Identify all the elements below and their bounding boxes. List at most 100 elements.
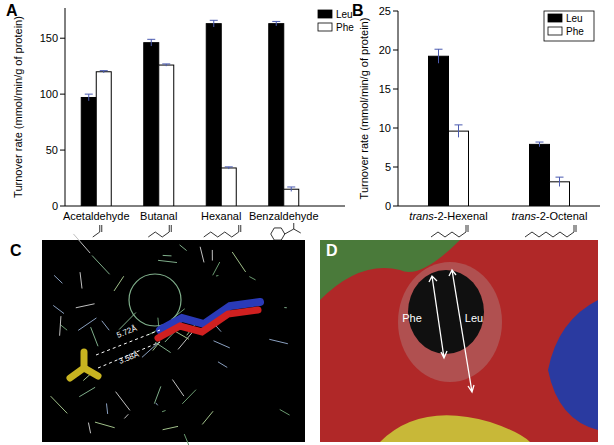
bond	[172, 380, 183, 397]
error-bar	[272, 21, 280, 25]
bond	[180, 245, 187, 251]
y-tick-label: 5	[385, 161, 391, 173]
ring	[129, 274, 181, 326]
y-tick	[60, 94, 65, 95]
legend-label: Phe	[566, 26, 584, 37]
error-bar	[287, 187, 295, 191]
bond	[95, 422, 115, 428]
y-tick-label: 0	[385, 200, 391, 212]
y-tick-label: 100	[40, 88, 58, 100]
bond	[53, 305, 64, 313]
legend-swatch	[548, 27, 562, 35]
bond	[102, 321, 109, 330]
y-tick	[60, 38, 65, 39]
bond	[154, 386, 160, 403]
error-bar	[210, 20, 218, 27]
label-part: trans	[512, 210, 537, 222]
structure	[148, 225, 171, 237]
bond	[106, 403, 107, 414]
bond	[163, 426, 178, 429]
y-tick	[60, 150, 65, 151]
y-tick-label: 10	[379, 122, 391, 134]
bond	[78, 318, 96, 330]
plot-area	[81, 20, 299, 206]
bond	[73, 234, 90, 253]
label-part: -2-Hexenal	[434, 210, 488, 222]
y-tick	[393, 128, 398, 129]
error-bar	[100, 71, 108, 73]
surface	[380, 415, 530, 442]
arrow	[429, 276, 447, 358]
y-tick	[393, 11, 398, 12]
bond	[80, 272, 82, 288]
distance-line	[98, 342, 160, 368]
legend-swatch	[318, 23, 332, 31]
bond	[114, 276, 124, 291]
panel-d: DPheLeu	[320, 240, 598, 442]
bar	[269, 24, 284, 206]
y-axis-label: Turnover rate (mmol/min/g of protein)	[12, 16, 24, 198]
bond	[200, 247, 204, 263]
bond	[79, 387, 95, 396]
error-bar	[536, 142, 544, 147]
image-background	[320, 240, 598, 442]
bond	[91, 327, 98, 346]
bond	[124, 414, 128, 418]
bond	[214, 341, 230, 348]
bond	[60, 324, 67, 330]
bar-chart: BTurnover rate (mmol/min/g of protein)05…	[352, 2, 600, 237]
bar	[159, 65, 174, 206]
structure	[204, 225, 241, 237]
bond	[182, 390, 196, 404]
y-tick	[393, 50, 398, 51]
panel-label: C	[10, 242, 22, 259]
residue	[70, 352, 98, 378]
y-tick-label: 15	[379, 83, 391, 95]
bond	[212, 250, 213, 261]
label-part: trans	[409, 210, 434, 222]
annotation: Leu	[465, 312, 483, 324]
x-tick-label: Butanal	[140, 210, 177, 222]
y-tick-label: 150	[40, 32, 58, 44]
y-axis	[65, 8, 66, 206]
legend-swatch	[548, 14, 562, 22]
x-tick-label: trans-2-Hexenal	[409, 210, 487, 222]
bond	[51, 396, 68, 413]
structure	[431, 225, 468, 237]
y-tick	[393, 206, 398, 207]
error-bar	[435, 49, 443, 63]
y-tick-label: 20	[379, 44, 391, 56]
bond	[76, 304, 95, 308]
bar	[429, 56, 449, 206]
bond	[142, 342, 159, 357]
bond	[153, 342, 160, 351]
bond	[213, 262, 220, 275]
error-bar	[556, 177, 564, 186]
bond	[88, 423, 90, 434]
y-tick	[60, 206, 65, 207]
panel-label: D	[326, 242, 338, 259]
label-part: -2-Octenal	[536, 210, 587, 222]
bar	[449, 131, 469, 206]
bond	[156, 403, 158, 405]
y-tick-label: 0	[52, 200, 58, 212]
y-axis	[398, 11, 399, 206]
y-tick	[393, 89, 398, 90]
bar	[221, 168, 236, 206]
bar	[144, 43, 159, 206]
bond	[280, 409, 290, 415]
structure	[285, 223, 301, 234]
error-bar	[85, 94, 93, 101]
y-tick-label: 25	[379, 5, 391, 17]
bond	[218, 362, 227, 368]
bond	[158, 260, 177, 262]
bond	[184, 434, 189, 445]
pocket-rim	[398, 262, 502, 382]
bond	[269, 339, 288, 343]
bond	[60, 316, 61, 336]
y-tick-label: 50	[46, 144, 58, 156]
x-tick-label: Benzaldehyde	[249, 210, 319, 222]
distance-label: 5.72Å	[115, 323, 138, 339]
bond	[162, 411, 165, 412]
figure: ATurnover rate (mmol/min/g of protein)05…	[0, 0, 614, 445]
